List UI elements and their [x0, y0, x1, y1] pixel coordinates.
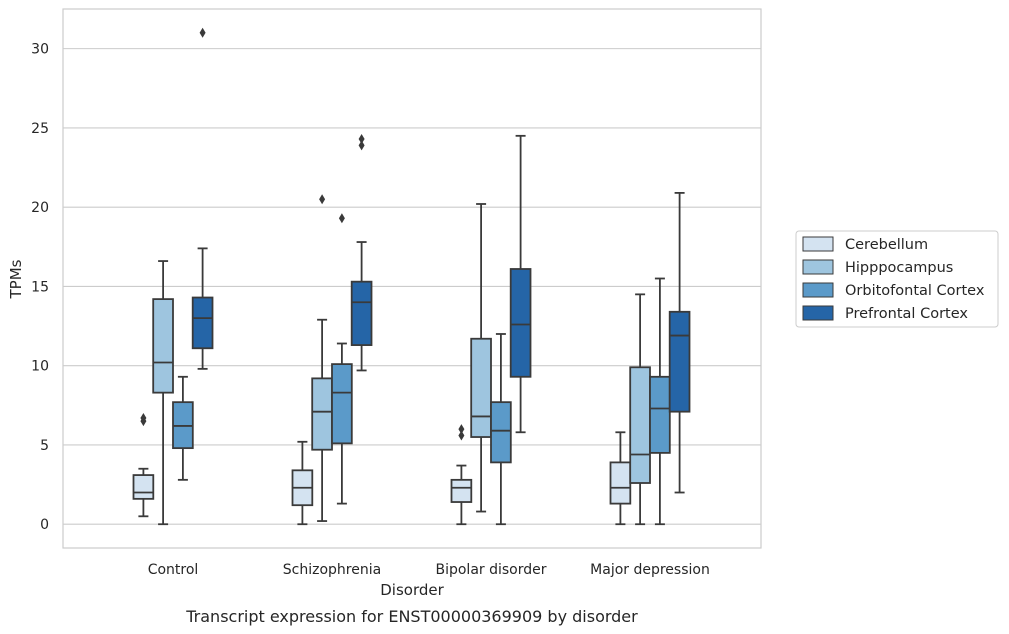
legend-label: Prefrontal Cortex [845, 306, 968, 322]
legend-swatch [802, 305, 834, 321]
y-tick-label: 25 [31, 121, 49, 137]
iqr-box [152, 298, 174, 394]
box-hipppocampus [152, 260, 174, 526]
iqr-box [450, 478, 473, 503]
box-orbitofontal-cortex [649, 277, 671, 526]
iqr-box [668, 310, 691, 413]
legend-label: Hipppocampus [845, 260, 953, 276]
x-tick-label: Control [148, 562, 199, 578]
outlier-point [458, 430, 465, 441]
iqr-box [609, 461, 632, 505]
y-axis-title: TPMs [7, 259, 25, 299]
box-orbitofontal-cortex [490, 333, 512, 526]
outlier-point [140, 413, 147, 424]
iqr-box [490, 401, 512, 464]
legend-label: Orbitofontal Cortex [845, 283, 985, 299]
y-tick-label: 30 [31, 42, 49, 58]
box-cerebellum [291, 440, 314, 526]
x-axis-title: Disorder [380, 581, 444, 599]
iqr-box [470, 337, 492, 438]
box-hipppocampus [470, 203, 492, 513]
box-prefrontal-cortex [350, 133, 373, 372]
iqr-box [629, 366, 651, 484]
y-tick-label: 20 [31, 200, 49, 216]
box-series [132, 27, 691, 526]
outlier-point [358, 133, 365, 144]
iqr-box [132, 474, 155, 500]
box-hipppocampus [311, 194, 333, 522]
y-tick-label: 0 [40, 517, 49, 533]
box-prefrontal-cortex [668, 191, 691, 494]
iqr-box [191, 296, 214, 350]
outlier-point [199, 27, 206, 38]
iqr-box [509, 268, 532, 378]
chart-caption: Transcript expression for ENST0000036990… [185, 607, 638, 626]
box-orbitofontal-cortex [172, 375, 194, 481]
legend-swatch [802, 259, 834, 275]
box-cerebellum [132, 413, 155, 518]
x-tick-labels: Control Schizophrenia Bipolar disorder Majo… [148, 562, 710, 578]
iqr-box [331, 363, 353, 445]
y-tick-label: 10 [31, 359, 49, 375]
outlier-point [319, 194, 326, 205]
legend-swatch [802, 282, 834, 298]
outlier-point [458, 424, 465, 435]
y-tick-label: 5 [40, 438, 49, 454]
legend-swatch [802, 236, 834, 252]
y-tick-label: 15 [31, 279, 49, 295]
legend: Cerebellum Hipppocampus Orbitofontal Corte… [795, 230, 999, 328]
iqr-box [350, 280, 373, 346]
legend-frame [795, 230, 999, 328]
x-tick-label: Schizophrenia [283, 562, 381, 578]
x-tick-label: Major depression [590, 562, 710, 578]
plot-frame [62, 8, 762, 549]
iqr-box [649, 375, 671, 454]
x-tick-label: Bipolar disorder [435, 562, 546, 578]
box-prefrontal-cortex [191, 27, 214, 370]
box-prefrontal-cortex [509, 134, 532, 434]
y-tick-labels: 0 5 10 15 20 25 30 [31, 42, 49, 534]
outlier-point [358, 140, 365, 151]
box-orbitofontal-cortex [331, 213, 353, 505]
box-hipppocampus [629, 293, 651, 526]
outlier-point [338, 213, 345, 224]
iqr-box [311, 377, 333, 451]
legend-label: Cerebellum [845, 237, 928, 253]
box-cerebellum [450, 424, 473, 526]
